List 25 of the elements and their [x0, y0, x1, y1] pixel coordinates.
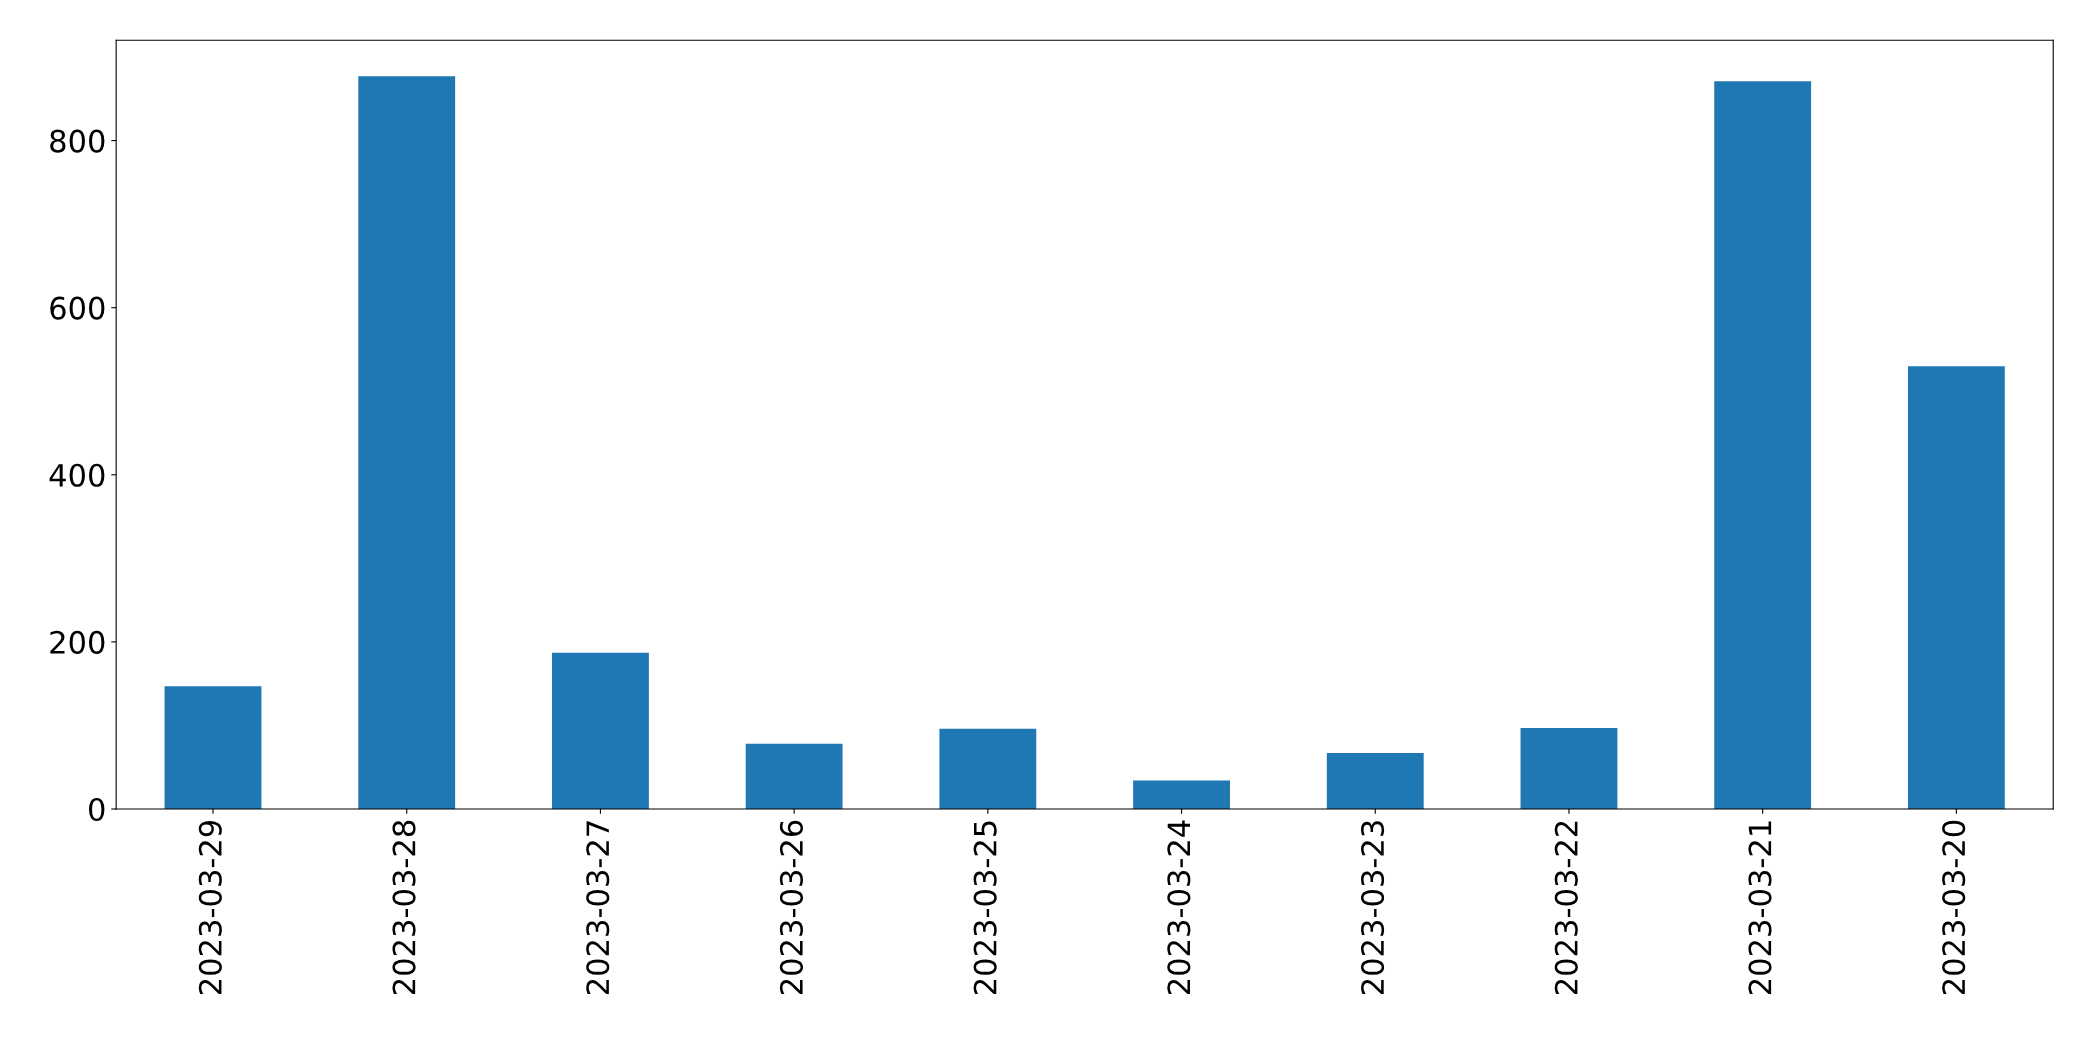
y-tick-label: 0 — [89, 797, 105, 822]
x-tick-label: 2023-03-27 — [586, 821, 610, 995]
bar — [745, 743, 843, 810]
y-tick-label: 800 — [50, 129, 105, 153]
bar — [358, 76, 456, 810]
bar — [1714, 81, 1812, 810]
y-tick-label: 200 — [50, 630, 105, 654]
y-tick-label: 400 — [49, 463, 105, 487]
x-tick-label: 2023-03-25 — [973, 821, 997, 995]
y-tick-label: 600 — [50, 296, 105, 320]
x-tick-label: 2023-03-29 — [198, 820, 222, 995]
x-tick-label: 2023-03-21 — [1748, 821, 1772, 995]
bar — [1326, 753, 1424, 810]
x-tick-label: 2023-03-23 — [1361, 821, 1385, 995]
bar — [1907, 366, 2005, 810]
bar — [939, 728, 1037, 810]
x-tick-label: 2023-03-24 — [1167, 820, 1191, 995]
bar — [1133, 780, 1230, 810]
x-tick-label: 2023-03-22 — [1554, 821, 1578, 995]
x-tick-label: 2023-03-20 — [1942, 820, 1966, 995]
bar — [552, 652, 649, 810]
x-tick-label: 2023-03-26 — [779, 820, 803, 995]
bar — [1520, 727, 1618, 810]
bar — [164, 686, 262, 810]
x-tick-label: 2023-03-28 — [392, 820, 416, 995]
